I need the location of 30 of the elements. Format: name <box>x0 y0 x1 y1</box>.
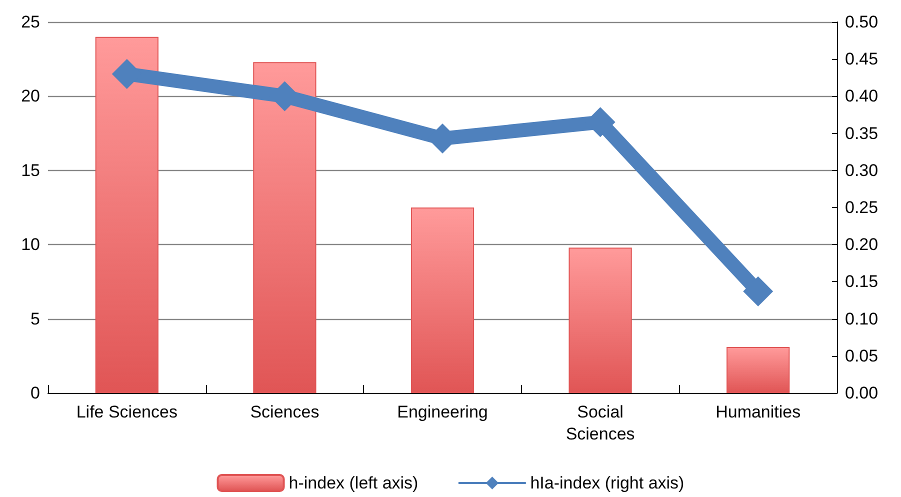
y2-tick-label: 0.30 <box>845 160 878 180</box>
legend-label: h-index (left axis) <box>288 474 418 492</box>
y2-tick-label: 0.50 <box>845 12 878 32</box>
y2-tick-label: 0.10 <box>845 309 878 328</box>
y-tick-label: 25 <box>21 12 40 32</box>
x-tick-label: Life Sciences <box>76 402 178 422</box>
y-tick-label: 20 <box>21 86 40 106</box>
legend-label: hIa-index (right axis) <box>530 474 684 492</box>
x-tick-label: Sciences <box>250 402 320 422</box>
y2-tick-label: 0.25 <box>845 198 878 217</box>
y2-tick-label: 0.15 <box>845 272 878 292</box>
y2-tick-label: 0.20 <box>845 235 878 254</box>
y-tick-label: 15 <box>21 160 40 180</box>
point <box>743 276 774 306</box>
bar <box>568 248 632 393</box>
bar <box>726 346 790 393</box>
y-tick-label: 0 <box>30 384 40 402</box>
y-tick-label: 10 <box>21 235 40 254</box>
bar <box>253 62 316 393</box>
y2-tick-label: 0.00 <box>845 384 878 402</box>
x-tick-label: Social Sciences <box>566 402 635 444</box>
y2-tick-label: 0.45 <box>845 50 878 69</box>
y2-tick-label: 0.35 <box>845 124 878 143</box>
bar <box>95 36 158 393</box>
y2-tick-label: 0.05 <box>845 346 878 366</box>
x-tick-label: Humanities <box>716 402 801 422</box>
y-tick-label: 5 <box>30 309 40 328</box>
bar <box>410 208 474 393</box>
x-tick-label: Engineering <box>397 402 488 422</box>
y2-tick-label: 0.40 <box>845 86 878 106</box>
